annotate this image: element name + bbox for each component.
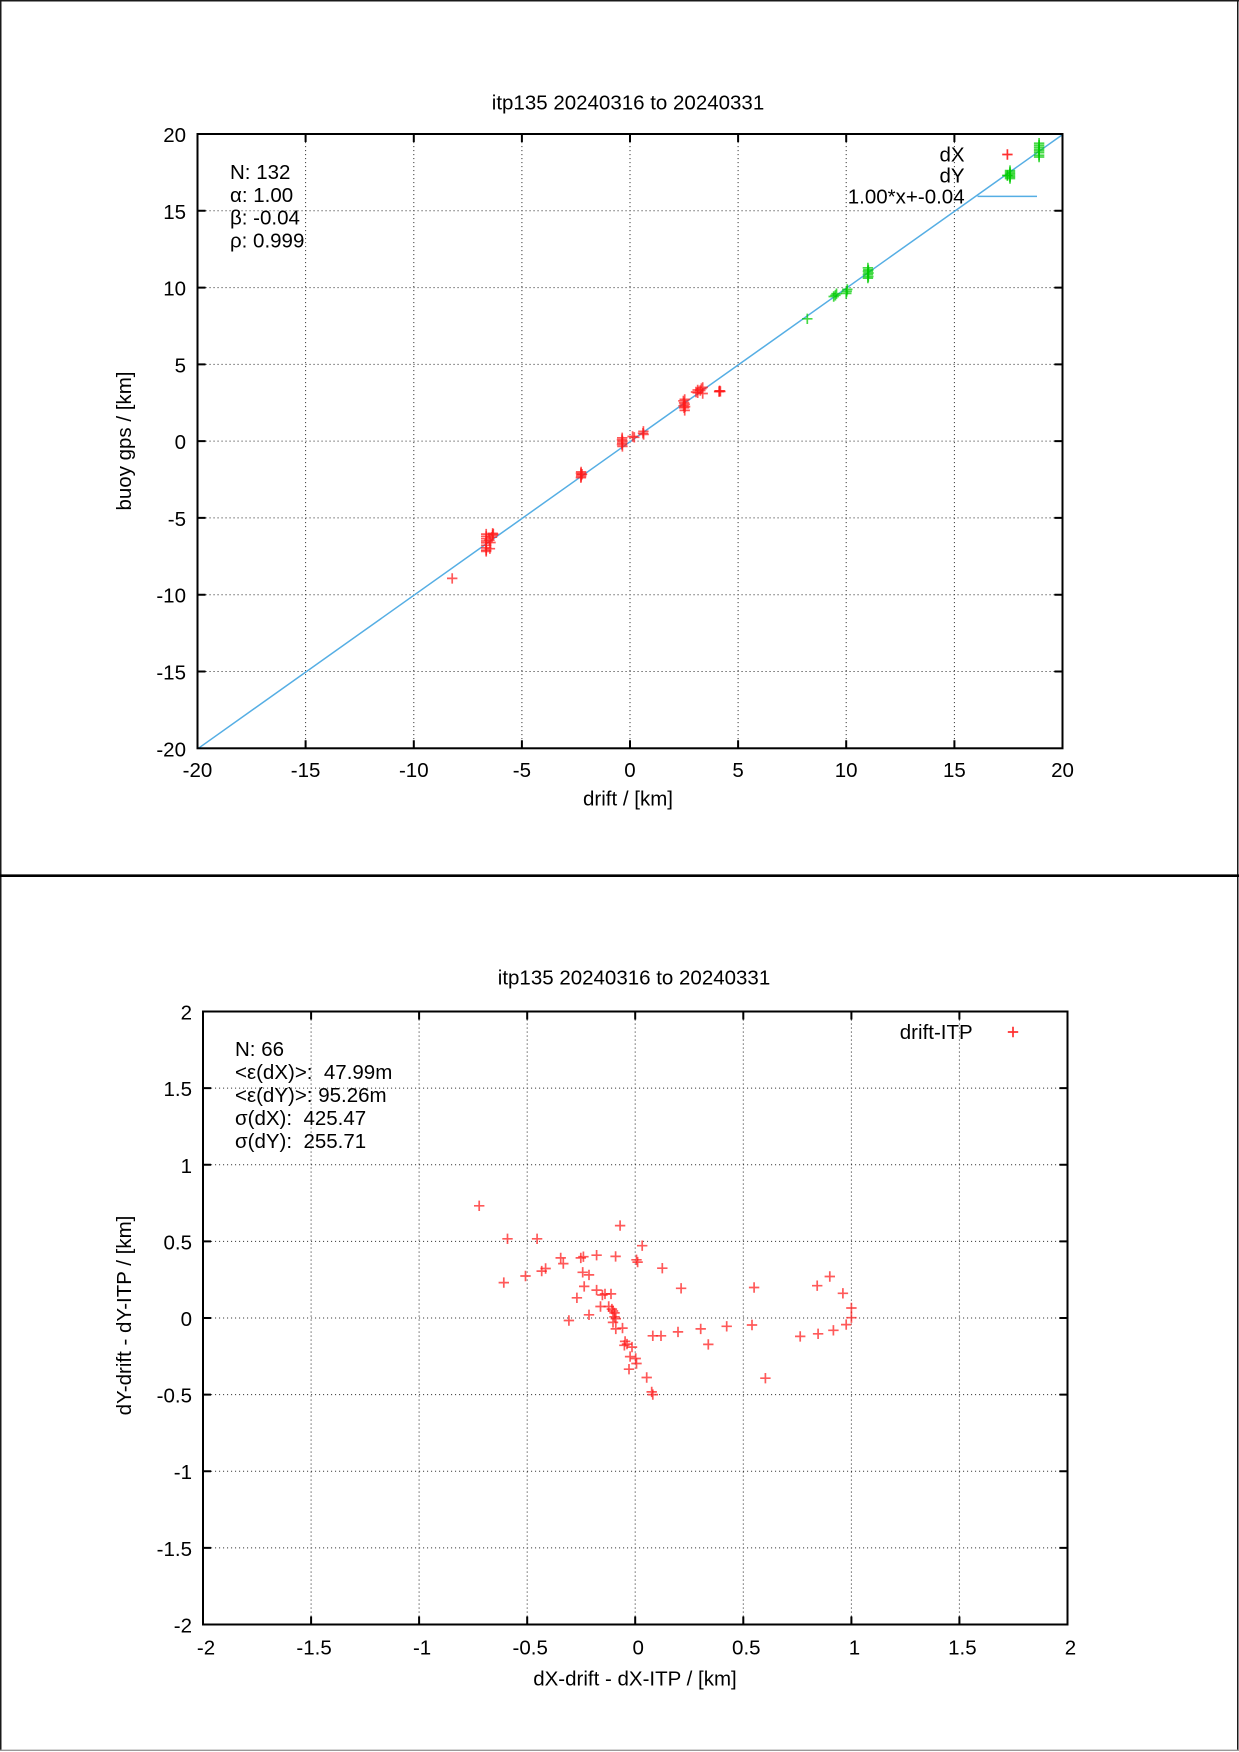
svg-text:0: 0 (181, 1308, 192, 1331)
svg-text:-1: -1 (174, 1461, 192, 1484)
svg-text:ρ: 0.999: ρ: 0.999 (230, 229, 304, 252)
svg-text:<ε(dY)>: 95.26m: <ε(dY)>: 95.26m (235, 1084, 387, 1107)
svg-text:buoy gps / [km]: buoy gps / [km] (113, 371, 136, 510)
svg-text:0.5: 0.5 (732, 1637, 761, 1660)
svg-text:-2: -2 (174, 1615, 192, 1638)
svg-text:10: 10 (835, 759, 858, 782)
svg-text:-1.5: -1.5 (296, 1637, 331, 1660)
svg-text:2: 2 (1065, 1637, 1076, 1660)
svg-text:20: 20 (163, 124, 186, 147)
svg-text:-5: -5 (513, 759, 531, 782)
svg-text:2: 2 (181, 1002, 192, 1025)
svg-text:-1: -1 (413, 1637, 431, 1660)
svg-text:drift / [km]: drift / [km] (583, 788, 673, 811)
svg-text:-0.5: -0.5 (513, 1637, 548, 1660)
svg-text:0: 0 (632, 1637, 643, 1660)
svg-text:drift-ITP: drift-ITP (900, 1021, 973, 1044)
svg-text:dY: dY (940, 165, 965, 188)
svg-text:-20: -20 (183, 759, 213, 782)
svg-text:0: 0 (175, 431, 186, 454)
svg-text:-20: -20 (156, 738, 186, 761)
svg-text:-2: -2 (197, 1637, 215, 1660)
svg-text:1.00*x+-0.04: 1.00*x+-0.04 (848, 186, 965, 209)
svg-text:0.5: 0.5 (164, 1231, 193, 1254)
svg-text:-15: -15 (156, 662, 186, 685)
svg-text:1: 1 (849, 1637, 860, 1660)
svg-text:N: 132: N: 132 (230, 161, 290, 184)
svg-text:1.5: 1.5 (948, 1637, 977, 1660)
svg-text:itp135 20240316 to 20240331: itp135 20240316 to 20240331 (492, 92, 764, 115)
svg-text:-15: -15 (291, 759, 321, 782)
svg-text:0: 0 (624, 759, 635, 782)
svg-text:-10: -10 (399, 759, 429, 782)
svg-text:5: 5 (732, 759, 743, 782)
svg-text:dX: dX (940, 144, 965, 167)
svg-text:<ε(dX)>: 47.99m: <ε(dX)>: 47.99m (235, 1061, 392, 1084)
svg-text:-10: -10 (156, 585, 186, 608)
svg-text:5: 5 (175, 354, 186, 377)
svg-text:10: 10 (163, 278, 186, 301)
svg-text:N: 66: N: 66 (235, 1038, 284, 1061)
svg-text:-0.5: -0.5 (157, 1385, 192, 1408)
svg-text:15: 15 (943, 759, 966, 782)
svg-text:-5: -5 (168, 508, 186, 531)
svg-text:15: 15 (163, 201, 186, 224)
svg-text:σ(dX): 425.47: σ(dX): 425.47 (235, 1107, 366, 1130)
svg-text:dX-drift - dX-ITP / [km]: dX-drift - dX-ITP / [km] (533, 1668, 737, 1691)
svg-text:1: 1 (181, 1155, 192, 1178)
svg-text:-1.5: -1.5 (157, 1538, 192, 1561)
svg-text:dY-drift - dY-ITP / [km]: dY-drift - dY-ITP / [km] (113, 1216, 136, 1416)
svg-text:20: 20 (1051, 759, 1074, 782)
svg-text:α: 1.00: α: 1.00 (230, 184, 293, 207)
svg-text:β: -0.04: β: -0.04 (230, 207, 300, 230)
svg-text:1.5: 1.5 (164, 1078, 193, 1101)
svg-text:itp135 20240316 to 20240331: itp135 20240316 to 20240331 (498, 967, 770, 990)
svg-text:σ(dY): 255.71: σ(dY): 255.71 (235, 1130, 366, 1153)
